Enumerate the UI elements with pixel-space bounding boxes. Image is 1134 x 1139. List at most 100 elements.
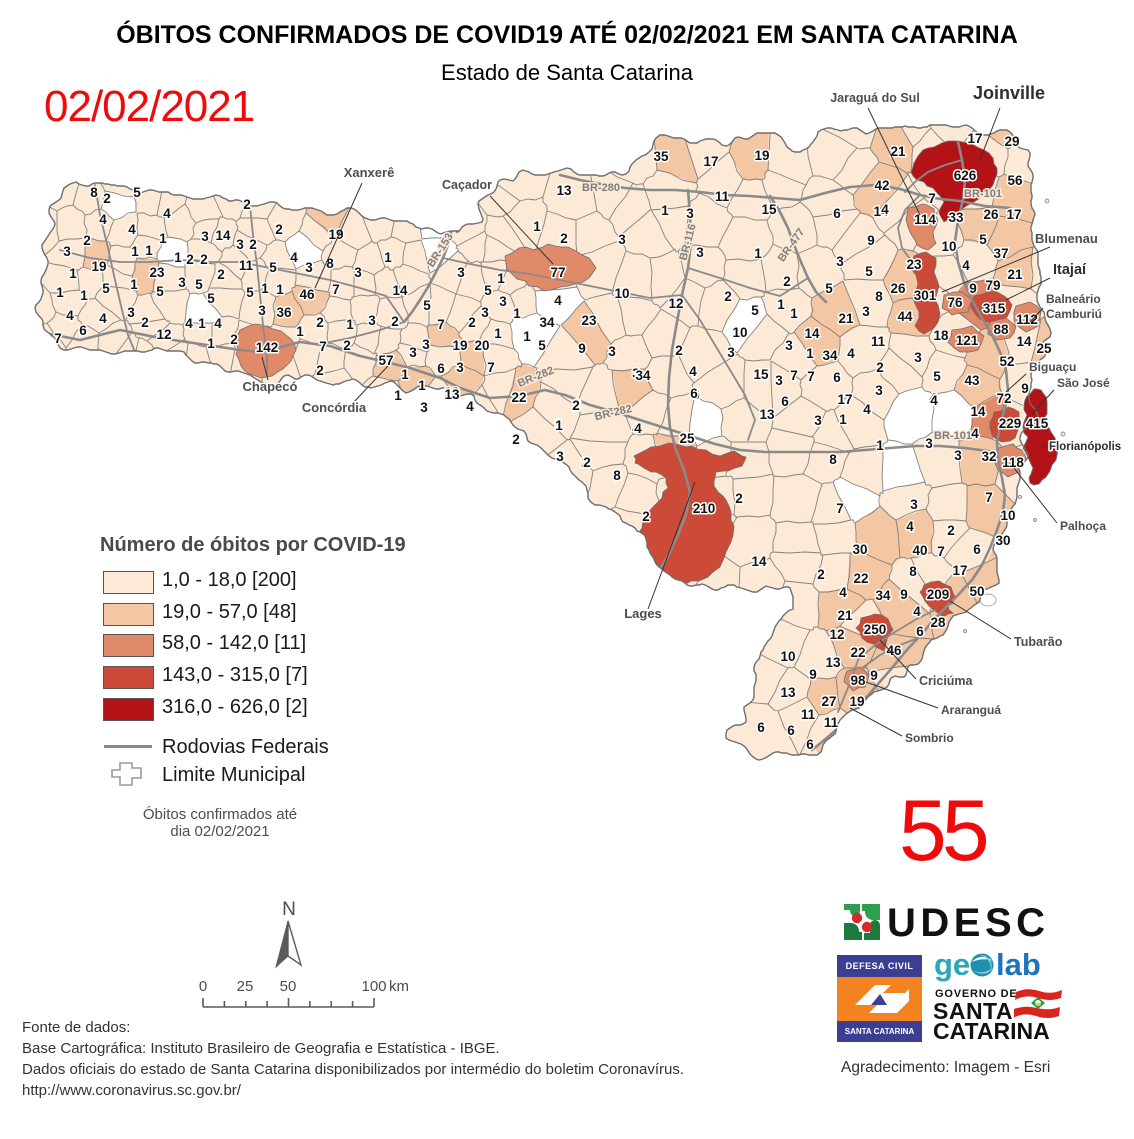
svg-text:12: 12 [829, 627, 844, 642]
svg-text:9: 9 [969, 281, 977, 296]
svg-text:11: 11 [871, 334, 886, 349]
svg-text:2: 2 [642, 509, 650, 524]
svg-text:76: 76 [947, 295, 963, 310]
svg-text:1: 1 [523, 329, 531, 344]
svg-text:6: 6 [781, 394, 789, 409]
svg-text:3: 3 [457, 265, 465, 280]
svg-text:1: 1 [777, 297, 785, 312]
svg-text:25: 25 [1036, 341, 1052, 356]
svg-text:34: 34 [635, 368, 651, 383]
svg-text:BR-101: BR-101 [934, 430, 972, 442]
svg-text:2: 2 [512, 432, 520, 447]
svg-text:626: 626 [954, 168, 977, 183]
svg-text:4: 4 [99, 212, 107, 227]
svg-text:33: 33 [948, 210, 964, 225]
svg-text:10: 10 [1000, 508, 1015, 523]
svg-text:6: 6 [787, 723, 795, 738]
svg-text:Chapecó: Chapecó [243, 379, 298, 394]
svg-text:3: 3 [499, 294, 507, 309]
svg-text:ge: ge [934, 948, 970, 982]
svg-text:2: 2 [735, 491, 743, 506]
svg-text:1: 1 [533, 219, 541, 234]
svg-text:5: 5 [979, 232, 987, 247]
svg-text:32: 32 [981, 449, 996, 464]
svg-text:72: 72 [996, 391, 1011, 406]
svg-text:57: 57 [378, 353, 393, 368]
svg-text:14: 14 [804, 326, 820, 341]
svg-text:35: 35 [653, 149, 669, 164]
svg-text:2: 2 [876, 360, 884, 375]
svg-text:112: 112 [1016, 312, 1038, 327]
svg-text:34: 34 [539, 315, 555, 330]
svg-text:2: 2 [468, 315, 476, 330]
svg-text:9: 9 [1021, 381, 1029, 396]
svg-text:10: 10 [732, 325, 747, 340]
svg-text:118: 118 [1002, 455, 1024, 470]
svg-text:1: 1 [130, 277, 138, 292]
svg-text:142: 142 [256, 340, 279, 355]
svg-text:Sombrio: Sombrio [905, 731, 954, 745]
svg-text:56: 56 [1007, 173, 1023, 188]
svg-text:1: 1 [207, 336, 215, 351]
svg-text:3: 3 [354, 265, 362, 280]
svg-text:8: 8 [90, 185, 98, 200]
svg-text:37: 37 [993, 246, 1008, 261]
svg-text:1: 1 [174, 250, 182, 265]
svg-text:2: 2 [316, 315, 324, 330]
svg-text:Biguaçu: Biguaçu [1029, 360, 1076, 374]
svg-text:3: 3 [201, 229, 209, 244]
svg-text:6: 6 [973, 542, 981, 557]
svg-text:3: 3 [775, 373, 783, 388]
svg-text:4: 4 [847, 346, 855, 361]
svg-text:3: 3 [368, 313, 376, 328]
svg-text:3: 3 [236, 237, 244, 252]
svg-text:3: 3 [686, 206, 694, 221]
svg-text:Tubarão: Tubarão [1014, 635, 1063, 649]
svg-text:lab: lab [996, 948, 1041, 982]
svg-text:1: 1 [513, 306, 521, 321]
svg-text:Palhoça: Palhoça [1060, 519, 1106, 533]
svg-text:229: 229 [999, 416, 1022, 431]
svg-text:5: 5 [133, 185, 141, 200]
svg-text:14: 14 [873, 204, 889, 219]
svg-text:88: 88 [993, 322, 1009, 337]
svg-text:209: 209 [927, 587, 950, 602]
svg-text:14: 14 [970, 404, 986, 419]
svg-text:2: 2 [343, 338, 351, 353]
svg-text:1: 1 [276, 282, 284, 297]
svg-text:4: 4 [881, 202, 889, 217]
svg-text:7: 7 [937, 544, 945, 559]
svg-text:3: 3 [914, 350, 922, 365]
svg-text:17: 17 [967, 131, 982, 146]
svg-text:415: 415 [1026, 416, 1049, 431]
svg-text:2: 2 [947, 523, 955, 538]
svg-text:1: 1 [56, 285, 64, 300]
svg-text:1: 1 [394, 388, 402, 403]
svg-text:22: 22 [853, 571, 868, 586]
svg-text:25: 25 [679, 431, 695, 446]
svg-text:5: 5 [484, 283, 492, 298]
svg-text:1: 1 [145, 243, 153, 258]
svg-text:7: 7 [790, 368, 798, 383]
svg-text:São José: São José [1057, 376, 1110, 390]
svg-text:14: 14 [215, 228, 231, 243]
svg-text:4: 4 [99, 311, 107, 326]
svg-text:3: 3 [456, 360, 464, 375]
svg-text:12: 12 [668, 296, 683, 311]
svg-text:3: 3 [727, 345, 735, 360]
svg-text:6: 6 [916, 624, 924, 639]
svg-text:13: 13 [759, 407, 775, 422]
svg-text:17: 17 [952, 563, 967, 578]
svg-text:6: 6 [690, 386, 698, 401]
svg-text:121: 121 [956, 333, 979, 348]
svg-text:11: 11 [824, 715, 839, 730]
svg-text:2: 2 [103, 191, 111, 206]
svg-text:Florianópolis: Florianópolis [1049, 441, 1121, 453]
svg-text:3: 3 [696, 245, 704, 260]
svg-text:3: 3 [127, 305, 135, 320]
svg-text:2: 2 [249, 237, 257, 252]
svg-text:2: 2 [573, 397, 581, 412]
svg-text:79: 79 [985, 278, 1000, 293]
svg-text:4: 4 [185, 316, 193, 331]
svg-text:1: 1 [418, 378, 426, 393]
